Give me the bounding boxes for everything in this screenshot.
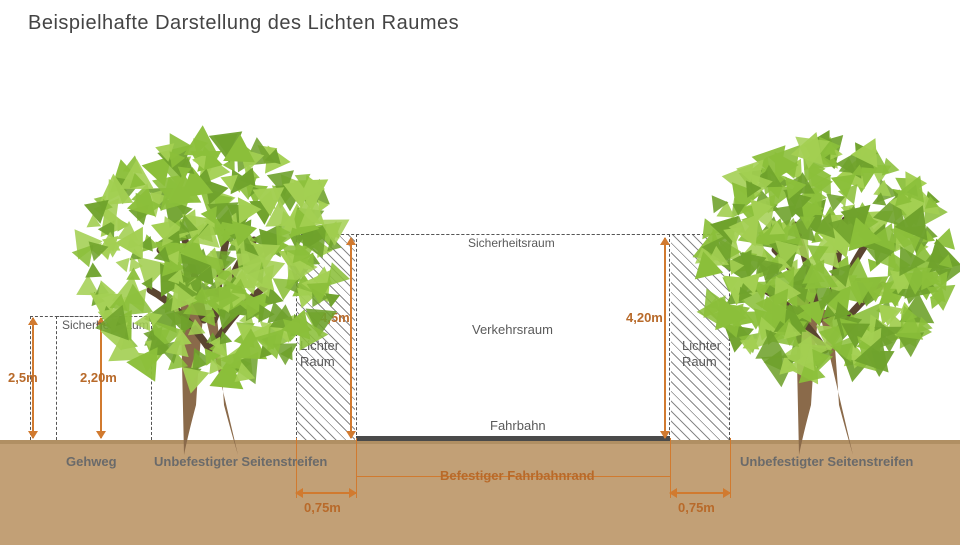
dim-w075b: 0,75m bbox=[678, 500, 715, 515]
dim-h25: 2,5m bbox=[8, 370, 38, 385]
road-surface bbox=[356, 436, 670, 441]
tree-graphic bbox=[680, 80, 960, 460]
arrow-h420 bbox=[664, 238, 666, 438]
arrow-w075a bbox=[296, 492, 356, 494]
arrow-w075b bbox=[670, 492, 730, 494]
label-fb: Fahrbahn bbox=[490, 418, 546, 433]
label-sr2: Sicherheitsraum bbox=[468, 236, 555, 250]
tree-graphic bbox=[60, 72, 360, 460]
label-vr: Verkehrsraum bbox=[472, 322, 553, 337]
dim-w075a: 0,75m bbox=[304, 500, 341, 515]
label-bfr: Befestiger Fahrbahnrand bbox=[440, 468, 595, 483]
zone-road_inner bbox=[356, 234, 670, 440]
page-title: Beispielhafte Darstellung des Lichten Ra… bbox=[28, 12, 459, 35]
dim-h420: 4,20m bbox=[626, 310, 663, 325]
